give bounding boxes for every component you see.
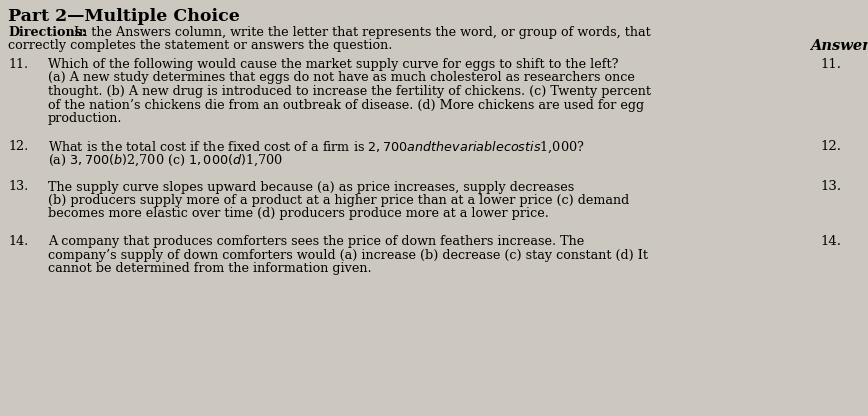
Text: 11.: 11. bbox=[8, 58, 28, 71]
Text: A company that produces comforters sees the price of down feathers increase. The: A company that produces comforters sees … bbox=[48, 235, 584, 248]
Text: 12.: 12. bbox=[8, 139, 29, 153]
Text: Which of the following would cause the market supply curve for eggs to shift to : Which of the following would cause the m… bbox=[48, 58, 619, 71]
Text: (a) $3,700 (b) $2,700 (c) $1,000 (d) $1,700: (a) $3,700 (b) $2,700 (c) $1,000 (d) $1,… bbox=[48, 153, 283, 168]
Text: What is the total cost if the fixed cost of a firm is $2,700 and the variable co: What is the total cost if the fixed cost… bbox=[48, 139, 584, 155]
Text: 11.: 11. bbox=[820, 58, 841, 71]
Text: 14.: 14. bbox=[820, 235, 841, 248]
Text: Part 2—Multiple Choice: Part 2—Multiple Choice bbox=[8, 8, 240, 25]
Text: correctly completes the statement or answers the question.: correctly completes the statement or ans… bbox=[8, 39, 392, 52]
Text: In the Answers column, write the letter that represents the word, or group of wo: In the Answers column, write the letter … bbox=[70, 26, 651, 39]
Text: 13.: 13. bbox=[8, 181, 29, 193]
Text: 13.: 13. bbox=[820, 181, 841, 193]
Text: of the nation’s chickens die from an outbreak of disease. (d) More chickens are : of the nation’s chickens die from an out… bbox=[48, 99, 644, 111]
Text: company’s supply of down comforters would (a) increase (b) decrease (c) stay con: company’s supply of down comforters woul… bbox=[48, 248, 648, 262]
Text: cannot be determined from the information given.: cannot be determined from the informatio… bbox=[48, 262, 372, 275]
Text: Answers: Answers bbox=[810, 39, 868, 53]
Text: becomes more elastic over time (d) producers produce more at a lower price.: becomes more elastic over time (d) produ… bbox=[48, 208, 549, 220]
Text: 14.: 14. bbox=[8, 235, 29, 248]
Text: (a) A new study determines that eggs do not have as much cholesterol as research: (a) A new study determines that eggs do … bbox=[48, 72, 635, 84]
Text: thought. (b) A new drug is introduced to increase the fertility of chickens. (c): thought. (b) A new drug is introduced to… bbox=[48, 85, 651, 98]
Text: The supply curve slopes upward because (a) as price increases, supply decreases: The supply curve slopes upward because (… bbox=[48, 181, 575, 193]
Text: (b) producers supply more of a product at a higher price than at a lower price (: (b) producers supply more of a product a… bbox=[48, 194, 629, 207]
Text: Directions:: Directions: bbox=[8, 26, 87, 39]
Text: production.: production. bbox=[48, 112, 122, 125]
Text: 12.: 12. bbox=[820, 139, 841, 153]
